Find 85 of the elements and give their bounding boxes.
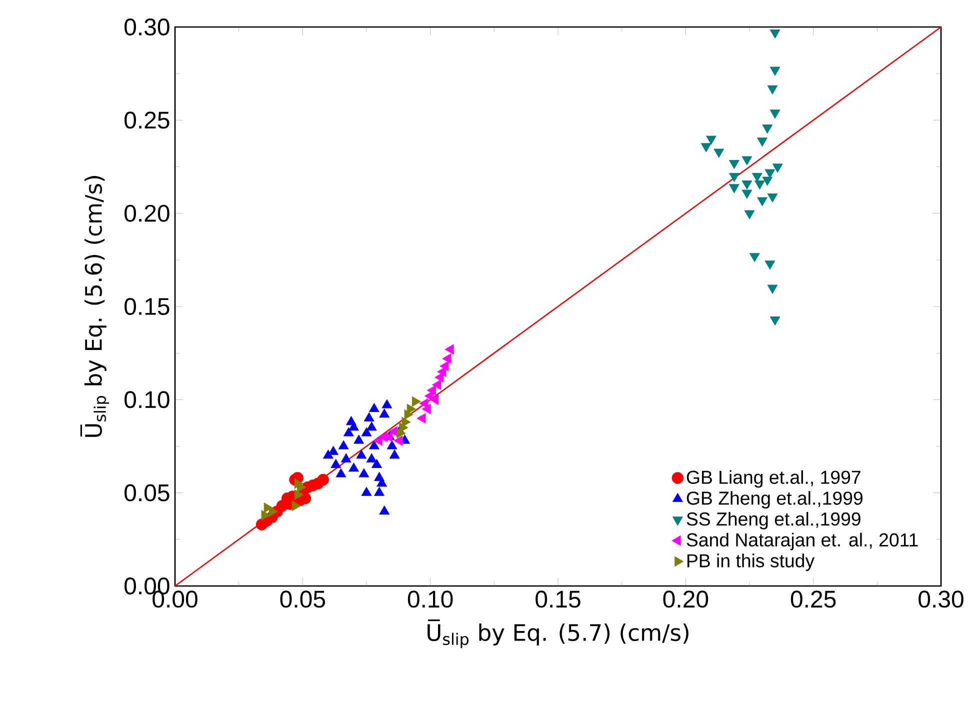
point	[336, 468, 346, 478]
point	[379, 506, 390, 515]
point	[770, 66, 780, 76]
point	[757, 197, 768, 206]
point	[749, 253, 760, 262]
point	[772, 164, 783, 173]
x-tick-label: 0.25	[790, 590, 836, 608]
point	[344, 427, 354, 436]
point	[317, 474, 329, 486]
point	[700, 143, 712, 152]
point	[389, 450, 400, 459]
y-tick-label: 0.25	[124, 112, 170, 129]
point	[757, 138, 768, 147]
point	[361, 427, 372, 436]
point	[412, 396, 421, 407]
y-tick-label: 0.20	[124, 204, 170, 222]
point	[770, 316, 780, 326]
point	[762, 124, 772, 134]
legend-label: PB in this study	[687, 554, 815, 572]
point	[742, 180, 752, 190]
point	[742, 156, 752, 166]
y-tick-label: 0.10	[124, 391, 170, 408]
point	[366, 422, 377, 431]
point	[358, 468, 370, 478]
point	[764, 169, 776, 178]
point	[328, 446, 338, 455]
point	[432, 380, 442, 390]
point	[754, 180, 765, 190]
point	[338, 440, 349, 450]
point	[356, 450, 367, 459]
x-axis-title: U̅$_{slip}$ by Eq. (5.7) (cm/s)	[428, 620, 688, 648]
point	[361, 486, 372, 496]
point	[422, 404, 431, 414]
legend-label: GB Zheng et.al.,1999	[686, 491, 862, 508]
point	[714, 148, 724, 158]
point	[430, 394, 439, 405]
point	[292, 500, 301, 511]
point	[440, 360, 449, 372]
x-tick-label: 0.30	[918, 590, 964, 608]
x-tick-label: 0.20	[663, 590, 708, 608]
y-tick-label: 0.15	[124, 298, 170, 315]
point	[261, 510, 270, 520]
point	[364, 412, 374, 422]
point	[762, 176, 772, 186]
point	[348, 462, 359, 472]
point	[416, 413, 426, 424]
point	[764, 260, 776, 270]
point	[767, 85, 778, 94]
point	[729, 160, 740, 169]
point	[729, 172, 740, 182]
point	[729, 184, 740, 194]
x-tick-label: 0.10	[408, 590, 453, 608]
point	[330, 459, 341, 468]
point	[374, 486, 384, 496]
point	[767, 193, 778, 202]
x-tick-label: 0.15	[536, 590, 580, 608]
y-axis-title: U̅$_{slip}$ by Eq. (5.6) (cm/s)	[80, 176, 110, 437]
point	[382, 399, 392, 408]
legend-label: Sand Natarajan et. al., 2011	[686, 532, 918, 550]
legend-label: GB Liang et.al., 1997	[686, 470, 860, 488]
point	[434, 372, 444, 382]
point	[372, 459, 382, 468]
point	[379, 408, 390, 418]
point	[427, 385, 436, 396]
point	[442, 354, 452, 364]
y-tick-label: 0.05	[124, 484, 170, 502]
point	[752, 172, 762, 182]
point	[294, 490, 304, 500]
point	[354, 434, 364, 444]
point	[767, 284, 778, 294]
point	[369, 403, 380, 412]
point	[742, 190, 752, 199]
point	[386, 440, 398, 450]
point	[340, 453, 352, 462]
point	[444, 344, 454, 354]
point	[770, 110, 780, 119]
legend-label: SS Zheng et.al.,1999	[686, 512, 860, 530]
point	[770, 30, 780, 38]
y-tick-label: 0.30	[124, 18, 170, 36]
point	[706, 136, 716, 145]
point	[369, 440, 380, 450]
point	[366, 453, 377, 462]
x-tick-label: 0.05	[280, 590, 326, 608]
point	[744, 210, 755, 220]
point	[394, 436, 403, 446]
